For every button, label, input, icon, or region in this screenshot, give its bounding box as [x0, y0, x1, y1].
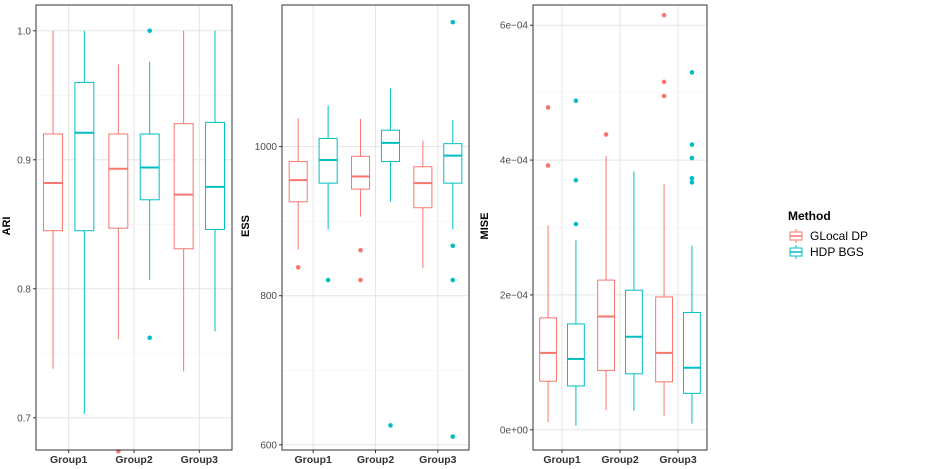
box-hdp-bgs	[205, 121, 225, 230]
y-tick-label: 0e+00	[500, 425, 529, 436]
y-tick-label: 4e−04	[500, 156, 529, 167]
outlier-hdp-bgs	[573, 98, 579, 104]
outlier-hdp-bgs	[689, 180, 695, 185]
box-glocal-dp	[413, 166, 433, 209]
outlier-hdp-bgs	[573, 221, 579, 227]
box-glocal-dp	[173, 123, 194, 250]
y-tick-label: 6e−04	[500, 21, 529, 32]
outlier-hdp-bgs	[450, 243, 456, 249]
box-glocal-dp	[108, 133, 129, 229]
outlier-hdp-bgs	[325, 277, 331, 283]
outlier-glocal-dp	[661, 79, 667, 85]
x-tick-label: Group3	[659, 454, 696, 466]
outlier-glocal-dp	[295, 265, 301, 270]
legend-label-glocal-dp: GLocal DP	[810, 229, 869, 243]
outlier-hdp-bgs	[689, 70, 695, 75]
y-axis-label: ARI	[1, 217, 13, 236]
legend-key-glocal-dp	[789, 229, 803, 243]
box-glocal-dp	[288, 161, 308, 203]
box-hdp-bgs	[443, 143, 463, 184]
panel-mise: 0e+00 2e−04 4e−04 6e−04 Group1 Group2 Group3 MI…	[479, 4, 708, 466]
outlier-hdp-bgs	[450, 19, 456, 25]
outlier-hdp-bgs	[689, 175, 695, 181]
outlier-hdp-bgs	[147, 335, 152, 341]
y-tick-label: 1000	[255, 142, 278, 153]
y-tick-label: 600	[260, 440, 277, 451]
outlier-hdp-bgs	[450, 434, 456, 439]
x-tick-label: Group2	[601, 454, 638, 466]
outlier-hdp-bgs	[689, 155, 695, 161]
y-tick-label: 2e−04	[500, 290, 529, 301]
outlier-hdp-bgs	[573, 178, 579, 183]
legend-label-hdp-bgs: HDP BGS	[810, 245, 864, 259]
outlier-hdp-bgs	[147, 28, 152, 34]
panel-ess: 600 800 1000 Group1 Group2 Group3 ESS	[240, 4, 470, 466]
box-glocal-dp	[351, 155, 371, 190]
x-tick-label: Group1	[543, 454, 580, 466]
panel-ari: 0.7 0.8 0.9 1.0 Group1 Group2 Group3 ARI	[1, 4, 233, 466]
y-tick-label: 0.8	[17, 284, 31, 295]
box-hdp-bgs	[74, 81, 95, 232]
x-tick-label: Group2	[115, 454, 152, 466]
outlier-hdp-bgs	[450, 277, 456, 283]
outlier-glocal-dp	[603, 132, 609, 137]
y-tick-label: 0.9	[17, 155, 31, 166]
x-tick-label: Group3	[181, 454, 218, 466]
legend-title: Method	[788, 209, 831, 223]
outlier-hdp-bgs	[388, 423, 393, 428]
y-tick-label: 1.0	[17, 26, 31, 37]
box-hdp-bgs	[380, 129, 400, 163]
y-tick-label: 0.7	[17, 413, 31, 424]
outlier-hdp-bgs	[689, 142, 695, 147]
x-tick-label: Group2	[357, 454, 394, 466]
box-glocal-dp	[597, 279, 615, 371]
y-tick-label: 800	[260, 291, 277, 302]
x-tick-label: Group1	[294, 454, 331, 466]
y-axis-label: ESS	[240, 215, 252, 237]
y-axis-label: MISE	[479, 213, 491, 240]
box-hdp-bgs	[567, 323, 585, 387]
box-hdp-bgs	[683, 311, 701, 394]
outlier-glocal-dp	[661, 93, 667, 99]
legend: Method GLocal DP HDP BGS	[788, 209, 908, 260]
panel-border	[281, 4, 470, 451]
outlier-glocal-dp	[661, 12, 667, 18]
box-glocal-dp	[655, 296, 673, 383]
box-hdp-bgs	[625, 289, 643, 375]
panel-border	[35, 4, 233, 451]
box-glocal-dp	[539, 317, 557, 382]
x-tick-label: Group1	[50, 454, 87, 466]
outlier-glocal-dp	[545, 105, 551, 110]
x-tick-label: Group3	[419, 454, 456, 466]
outlier-glocal-dp	[545, 163, 551, 168]
legend-key-hdp-bgs	[789, 245, 803, 259]
outlier-glocal-dp	[358, 277, 363, 283]
legend-item-glocal-dp: GLocal DP	[788, 228, 908, 244]
panel-border	[532, 4, 708, 451]
legend-item-hdp-bgs: HDP BGS	[788, 244, 908, 260]
outlier-glocal-dp	[358, 247, 363, 253]
